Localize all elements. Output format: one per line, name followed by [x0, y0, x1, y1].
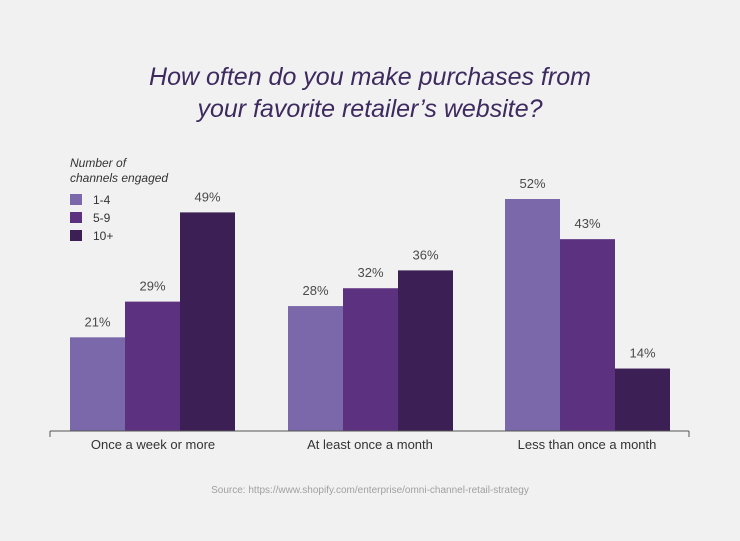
value-label-at-least-once-a-month-10-plus: 36% [412, 247, 438, 262]
bar-at-least-once-a-month-1-4 [288, 306, 343, 431]
legend-label-1-4: 1-4 [93, 193, 111, 207]
legend-label-5-9: 5-9 [93, 211, 111, 225]
value-label-at-least-once-a-month-5-9: 32% [357, 265, 383, 280]
bar-at-least-once-a-month-5-9 [343, 288, 398, 431]
category-label-once-a-month: At least once a month [307, 437, 433, 452]
legend-title-line-2: channels engaged [70, 171, 168, 185]
category-label-once-a-week: Once a week or more [91, 437, 215, 452]
bar-less-than-once-a-month-1-4 [505, 199, 560, 431]
legend-swatch-10-plus [70, 230, 82, 241]
chart-title-line-1: How often do you make purchases from [149, 63, 591, 91]
bars-group [70, 199, 670, 431]
chart-title-line-2: your favorite retailer’s website? [195, 95, 542, 123]
value-label-less-than-once-a-month-5-9: 43% [574, 216, 600, 231]
source-note: Source: https://www.shopify.com/enterpri… [211, 485, 529, 496]
legend-label-10-plus: 10+ [93, 229, 113, 243]
legend-title-line-1: Number of [70, 156, 128, 170]
bar-less-than-once-a-month-5-9 [560, 239, 615, 431]
legend: Number of channels engaged 1-4 5-9 10+ [70, 156, 168, 243]
legend-swatch-5-9 [70, 212, 82, 223]
value-label-once-a-week-or-more-5-9: 29% [139, 279, 165, 294]
value-label-at-least-once-a-month-1-4: 28% [302, 283, 328, 298]
value-label-less-than-once-a-month-1-4: 52% [519, 176, 545, 191]
x-axis: Once a week or more At least once a mont… [49, 430, 690, 452]
value-label-once-a-week-or-more-1-4: 21% [84, 314, 110, 329]
value-labels-group: 21% 29% 49% 28% 32% 36% 52% 43% 14% [84, 176, 655, 361]
bar-once-a-week-or-more-10-plus [180, 212, 235, 431]
legend-swatch-1-4 [70, 194, 82, 205]
bar-at-least-once-a-month-10-plus [398, 270, 453, 431]
bar-once-a-week-or-more-1-4 [70, 337, 125, 431]
bar-less-than-once-a-month-10-plus [615, 368, 670, 431]
category-label-less-than-monthly: Less than once a month [518, 437, 657, 452]
value-label-once-a-week-or-more-10-plus: 49% [194, 189, 220, 204]
bar-once-a-week-or-more-5-9 [125, 301, 180, 431]
value-label-less-than-once-a-month-10-plus: 14% [629, 346, 655, 361]
